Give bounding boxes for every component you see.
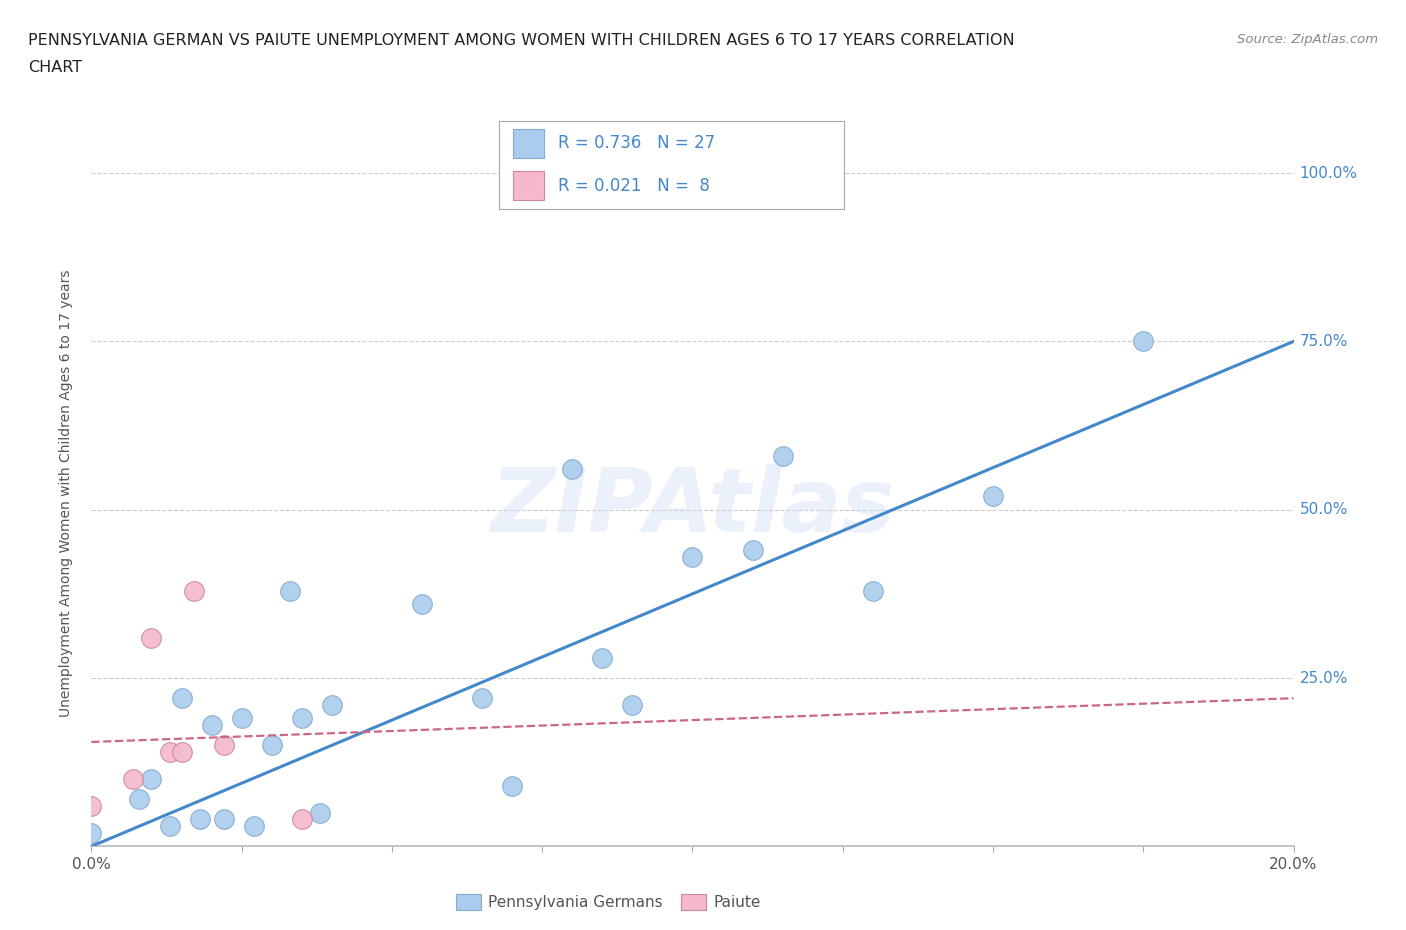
Point (561, 462, 583, 477)
Point (321, 698, 343, 712)
Text: R = 0.736   N = 27: R = 0.736 N = 27 (558, 135, 714, 153)
Point (122, 772, 145, 787)
Point (1132, 334, 1154, 349)
Point (231, 711, 253, 725)
Point (681, 550, 703, 565)
Point (183, 583, 205, 598)
Bar (513, 171, 544, 201)
Point (159, 818, 181, 833)
Point (188, 812, 211, 827)
Point (80, 826, 103, 841)
Point (501, 778, 523, 793)
Point (291, 711, 314, 725)
Point (159, 745, 181, 760)
Text: PENNSYLVANIA GERMAN VS PAIUTE UNEMPLOYMENT AMONG WOMEN WITH CHILDREN AGES 6 TO 1: PENNSYLVANIA GERMAN VS PAIUTE UNEMPLOYME… (28, 33, 1015, 47)
Text: 75.0%: 75.0% (1299, 334, 1348, 349)
Legend: Pennsylvania Germans, Paiute: Pennsylvania Germans, Paiute (450, 887, 766, 916)
Point (260, 737, 283, 752)
Bar (513, 129, 544, 158)
Point (201, 718, 224, 733)
Point (772, 448, 794, 463)
Point (591, 650, 613, 665)
Point (80, 799, 103, 814)
Text: 50.0%: 50.0% (1299, 502, 1348, 517)
Point (291, 812, 314, 827)
Point (212, 812, 235, 827)
Point (471, 691, 494, 706)
Point (862, 583, 884, 598)
Text: R = 0.021   N =  8: R = 0.021 N = 8 (558, 177, 710, 195)
Point (278, 583, 301, 598)
Point (308, 805, 330, 820)
Point (741, 543, 763, 558)
Point (141, 631, 163, 645)
Point (212, 737, 235, 752)
Point (411, 596, 433, 611)
Point (981, 489, 1004, 504)
Text: 100.0%: 100.0% (1299, 166, 1358, 180)
Point (128, 791, 150, 806)
Text: CHART: CHART (28, 60, 82, 75)
Point (170, 691, 193, 706)
Y-axis label: Unemployment Among Women with Children Ages 6 to 17 years: Unemployment Among Women with Children A… (59, 269, 73, 717)
Point (242, 818, 264, 833)
Text: Source: ZipAtlas.com: Source: ZipAtlas.com (1237, 33, 1378, 46)
Point (170, 745, 193, 760)
Text: 25.0%: 25.0% (1299, 671, 1348, 685)
Point (621, 698, 644, 712)
Text: ZIPAtlas: ZIPAtlas (491, 463, 894, 551)
Point (141, 772, 163, 787)
